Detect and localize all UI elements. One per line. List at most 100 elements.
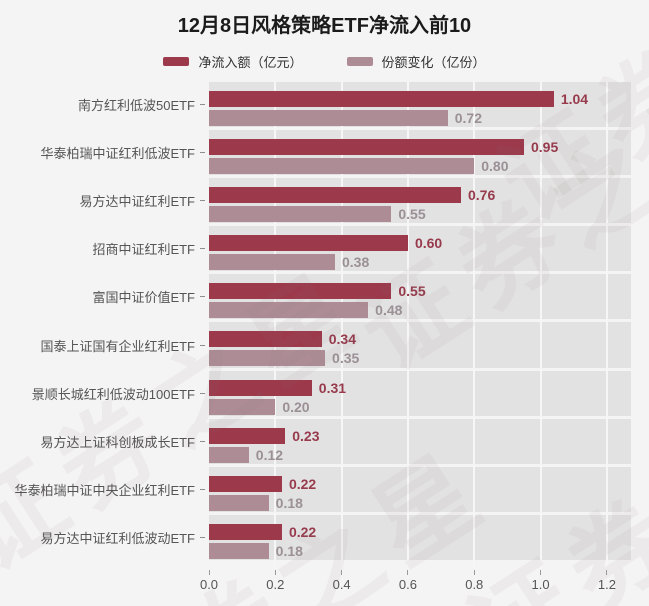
x-tick-label: 0.2 xyxy=(266,577,285,592)
value-axis: 0.0 0.2 0.4 0.6 0.8 1.0 1.2 xyxy=(200,568,631,602)
share-change-bar xyxy=(209,158,475,175)
net-inflow-bar xyxy=(209,139,524,156)
category-band: 0.23 0.12 xyxy=(209,418,631,464)
gridline xyxy=(539,82,542,568)
x-tick-label: 0.6 xyxy=(398,577,417,592)
legend-item-share-change: 份额变化（亿份） xyxy=(346,52,486,71)
share-change-bar xyxy=(209,206,392,223)
category-label: 易方达上证科创板成长ETF xyxy=(40,434,195,450)
net-inflow-bar xyxy=(209,523,282,540)
category-label-row: 南方红利低波50ETF xyxy=(0,82,207,127)
gridline xyxy=(473,82,476,568)
net-inflow-bar xyxy=(209,427,286,444)
category-band: 0.55 0.48 xyxy=(209,274,631,320)
net-inflow-value: 0.60 xyxy=(414,235,443,252)
category-label-row: 国泰上证国有企业红利ETF xyxy=(0,322,207,367)
category-band: 0.34 0.35 xyxy=(209,322,631,368)
category-label-row: 易方达中证红利低波动ETF xyxy=(0,515,207,560)
category-label-row: 招商中证红利ETF xyxy=(0,226,207,271)
category-tick-mark xyxy=(200,152,205,154)
category-label-row: 易方达上证科创板成长ETF xyxy=(0,419,207,464)
chart-legend: 净流入额（亿元） 份额变化（亿份） xyxy=(0,52,649,71)
category-label: 景顺长城红利低波动100ETF xyxy=(31,386,195,402)
category-label: 招商中证红利ETF xyxy=(92,242,195,258)
share-change-value: 0.18 xyxy=(275,494,303,511)
category-tick-mark xyxy=(200,536,205,538)
category-band: 0.22 0.18 xyxy=(209,514,631,560)
category-band: 0.60 0.38 xyxy=(209,226,631,272)
share-change-value: 0.20 xyxy=(282,398,310,415)
chart-title: 12月8日风格策略ETF净流入前10 xyxy=(177,15,472,37)
legend-label: 净流入额（亿元） xyxy=(198,55,303,70)
share-change-value: 0.18 xyxy=(275,542,303,559)
x-tick-mark xyxy=(606,570,608,575)
x-tick-mark xyxy=(540,570,542,575)
category-band: 0.76 0.55 xyxy=(209,178,631,224)
share-change-bar xyxy=(209,542,269,559)
share-change-value: 0.55 xyxy=(398,206,426,223)
category-tick-mark xyxy=(200,392,205,394)
category-label: 华泰柏瑞中证红利低波ETF xyxy=(40,146,195,162)
x-tick-label: 0.4 xyxy=(332,577,351,592)
share-change-value: 0.35 xyxy=(332,350,360,367)
net-inflow-value: 0.55 xyxy=(398,283,426,300)
share-change-value: 0.38 xyxy=(341,254,370,271)
x-tick-mark xyxy=(341,570,343,575)
share-change-swatch-icon xyxy=(346,57,373,66)
category-tick-mark xyxy=(200,248,205,250)
net-inflow-bar xyxy=(209,475,282,492)
category-label: 易方达中证红利低波动ETF xyxy=(40,530,195,546)
net-inflow-bar xyxy=(209,187,461,204)
category-tick-mark xyxy=(200,344,205,346)
category-label: 南方红利低波50ETF xyxy=(77,98,195,114)
category-label: 华泰柏瑞中证中央企业红利ETF xyxy=(14,482,195,498)
net-inflow-value: 0.76 xyxy=(467,187,496,204)
x-tick-label: 1.0 xyxy=(531,577,550,592)
x-tick-mark xyxy=(208,570,210,575)
share-change-bar xyxy=(209,302,369,319)
category-tick-mark xyxy=(200,296,205,298)
gridline xyxy=(340,82,343,568)
net-inflow-bar xyxy=(209,283,392,300)
net-inflow-value: 0.22 xyxy=(288,523,317,540)
net-inflow-value: 0.22 xyxy=(288,475,317,492)
net-inflow-value: 1.04 xyxy=(560,91,589,107)
share-change-bar xyxy=(209,254,335,271)
category-band: 0.22 0.18 xyxy=(209,466,631,512)
x-tick-label: 0.8 xyxy=(465,577,484,592)
net-inflow-bar xyxy=(209,91,554,107)
share-change-value: 0.48 xyxy=(375,302,403,319)
category-tick-mark xyxy=(200,440,205,442)
x-tick-mark xyxy=(473,570,475,575)
category-label: 富国中证价值ETF xyxy=(92,290,195,306)
x-tick-mark xyxy=(274,570,276,575)
legend-label: 份额变化（亿份） xyxy=(381,55,486,70)
x-tick-label: 0.0 xyxy=(199,577,219,592)
category-label-row: 易方达中证红利ETF xyxy=(0,178,207,223)
gridline xyxy=(406,82,409,568)
category-axis: 南方红利低波50ETF 华泰柏瑞中证红利低波ETF 易方达中证红利ETF 招商中证红利… xyxy=(0,82,207,568)
category-tick-mark xyxy=(200,200,205,202)
net-inflow-bar xyxy=(209,379,312,396)
category-label-row: 景顺长城红利低波动100ETF xyxy=(0,371,207,416)
legend-item-net-inflow: 净流入额（亿元） xyxy=(163,52,303,71)
share-change-bar xyxy=(209,350,326,367)
net-inflow-bar xyxy=(209,331,322,348)
share-change-bar xyxy=(209,110,448,126)
plot-area: 1.04 0.72 0.95 0.80 0.76 0.55 0.60 0.38 0.55 0.48… xyxy=(209,82,631,568)
share-change-bar xyxy=(209,398,276,415)
net-inflow-value: 0.95 xyxy=(530,139,559,156)
gridline xyxy=(274,82,277,568)
net-inflow-swatch-icon xyxy=(163,57,190,66)
share-change-value: 0.72 xyxy=(454,110,482,126)
category-band: 0.95 0.80 xyxy=(209,130,631,176)
net-inflow-value: 0.23 xyxy=(292,427,320,444)
share-change-value: 0.12 xyxy=(255,446,284,463)
x-tick-label: 1.2 xyxy=(597,577,616,592)
category-label: 国泰上证国有企业红利ETF xyxy=(40,338,195,354)
category-band: 0.31 0.20 xyxy=(209,370,631,416)
share-change-value: 0.80 xyxy=(481,158,509,175)
category-label-row: 富国中证价值ETF xyxy=(0,274,207,319)
x-tick-mark xyxy=(407,570,409,575)
